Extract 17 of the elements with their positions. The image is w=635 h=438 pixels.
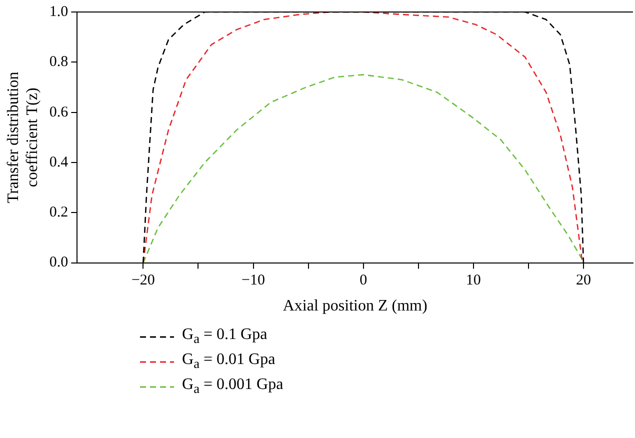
x-tick-label: 0 <box>360 272 368 289</box>
y-tick-label: 0.6 <box>49 104 69 120</box>
legend-label: G$_{a}$ = 0.1 Gpa <box>182 326 268 348</box>
y-tick-label: 0.4 <box>49 154 69 170</box>
y-tick-label: 1.0 <box>49 4 68 20</box>
legend-label: G$_{a}$ = 0.01 Gpa <box>182 350 276 372</box>
x-tick-label: 20 <box>576 272 591 289</box>
x-axis-title: Axial position Z (mm) <box>282 298 428 315</box>
x-tick-label: −10 <box>242 272 265 289</box>
x-tick-label: −20 <box>131 272 155 289</box>
y-axis-title: Transfer distribution coefficient T(z) <box>4 72 42 204</box>
y-tick-label: 0.0 <box>49 254 68 271</box>
y-tick-label: 0.2 <box>49 204 68 221</box>
line-series <box>142 74 582 263</box>
y-tick-label: 0.8 <box>49 54 68 70</box>
x-tick-label: 10 <box>466 272 481 289</box>
legend-label: G$_{a}$ = 0.001 Gpa <box>182 376 284 398</box>
